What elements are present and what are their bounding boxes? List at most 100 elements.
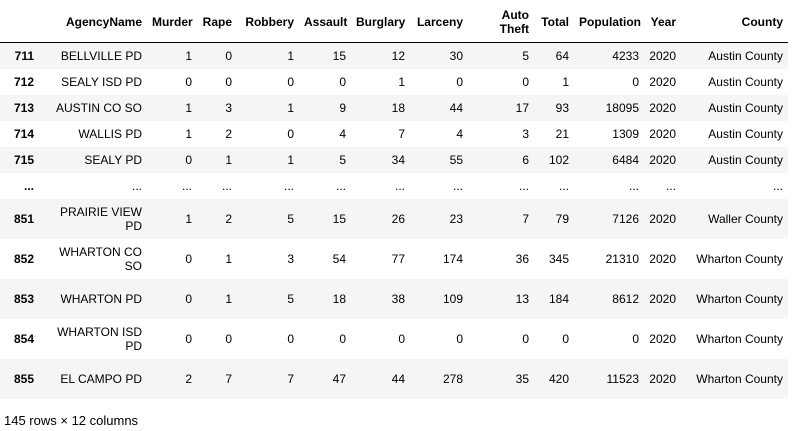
table-cell: ... <box>181 178 192 193</box>
table-cell: 1 <box>225 251 232 266</box>
table-row: 851 PRAIRIE VIEW PD 1 2 5 15 26 23 7 79 7126 2020 Wa… <box>0 198 788 239</box>
table-row: ....................................... <box>0 172 788 199</box>
column-header: County <box>681 2 788 43</box>
table-cell: 2020 <box>649 100 676 115</box>
table-cell: WHARTON CO SO <box>59 244 142 273</box>
table-cell: SEALY ISD PD <box>61 74 142 89</box>
row-index: 851 <box>13 211 34 226</box>
table-cell: 0 <box>185 331 192 346</box>
table-cell: WHARTON ISD PD <box>57 324 142 353</box>
table-cell: 2020 <box>649 211 676 226</box>
table-cell: 21310 <box>605 251 639 266</box>
table-cell: WHARTON PD <box>60 291 142 306</box>
row-index: 852 <box>13 251 34 266</box>
table-cell: 18095 <box>605 100 639 115</box>
table-cell: 15 <box>332 48 346 63</box>
table-cell: 7 <box>522 211 529 226</box>
table-cell: 0 <box>339 74 346 89</box>
table-cell: 8612 <box>612 291 639 306</box>
table-cell: ... <box>665 178 676 193</box>
table-cell: ... <box>221 178 232 193</box>
table-cell: 4 <box>456 126 463 141</box>
table-cell: 2 <box>185 371 192 386</box>
table-cell: 0 <box>562 331 569 346</box>
table-cell: 5 <box>287 291 294 306</box>
table-cell: 1 <box>287 48 294 63</box>
table-cell: Wharton County <box>696 331 783 346</box>
table-cell: 1 <box>398 74 405 89</box>
table-cell: 12 <box>391 48 405 63</box>
row-index: ... <box>23 178 34 193</box>
table-row: 854 WHARTON ISD PD 0 0 0 0 0 0 0 0 0 2020 Wharton Co… <box>0 318 788 359</box>
column-header: Total <box>534 2 574 43</box>
table-cell: 109 <box>442 291 463 306</box>
table-cell: 184 <box>548 291 569 306</box>
table-row: 855 EL CAMPO PD 2 7 7 47 44 278 35 420 11523 2020 Wh… <box>0 358 788 399</box>
table-cell: 2 <box>225 126 232 141</box>
table-cell: 44 <box>449 100 463 115</box>
table-cell: 36 <box>515 251 529 266</box>
table-cell: 102 <box>548 152 569 167</box>
header-row: AgencyName Murder Rape Robbery Assault B… <box>0 2 788 43</box>
table-cell: 1 <box>185 211 192 226</box>
table-cell: Austin County <box>708 126 783 141</box>
table-row: 852 WHARTON CO SO 0 1 3 54 77 174 36 345 21310 2020… <box>0 238 788 279</box>
table-cell: 2020 <box>649 152 676 167</box>
table-cell: ... <box>518 178 529 193</box>
table-cell: 174 <box>442 251 463 266</box>
row-index: 712 <box>13 74 34 89</box>
table-cell: 1 <box>185 48 192 63</box>
table-cell: 0 <box>456 331 463 346</box>
table-row: 714 WALLIS PD 1 2 0 4 7 4 3 21 1309 2020 Austin Coun… <box>0 120 788 147</box>
column-header: Assault <box>299 2 351 43</box>
row-index: 714 <box>13 126 34 141</box>
table-cell: 47 <box>332 371 346 386</box>
table-cell: 0 <box>456 74 463 89</box>
column-header: Population <box>574 2 644 43</box>
table-cell: 0 <box>185 74 192 89</box>
table-cell: 6 <box>522 152 529 167</box>
table-cell: 0 <box>225 331 232 346</box>
table-cell: 79 <box>555 211 569 226</box>
table-cell: AUSTIN CO SO <box>55 100 142 115</box>
table-cell: 13 <box>515 291 529 306</box>
table-cell: 18 <box>332 291 346 306</box>
table-cell: 2020 <box>649 331 676 346</box>
table-cell: Wharton County <box>696 251 783 266</box>
table-cell: 345 <box>548 251 569 266</box>
table-cell: ... <box>335 178 346 193</box>
table-cell: 1 <box>185 100 192 115</box>
table-cell: 2020 <box>649 371 676 386</box>
table-cell: BELLVILLE PD <box>60 48 142 63</box>
table-cell: 3 <box>287 251 294 266</box>
table-cell: 21 <box>555 126 569 141</box>
table-row: 715 SEALY PD 0 1 1 5 34 55 6 102 6484 2020 Austin Co… <box>0 146 788 173</box>
column-header: Rape <box>197 2 237 43</box>
table-cell: WALLIS PD <box>78 126 142 141</box>
table-cell: 2020 <box>649 48 676 63</box>
table-cell: 1 <box>287 100 294 115</box>
table-cell: 0 <box>287 126 294 141</box>
row-index: 715 <box>13 152 34 167</box>
table-cell: 1 <box>185 126 192 141</box>
table-cell: Waller County <box>708 211 783 226</box>
table-cell: 2020 <box>649 251 676 266</box>
table-cell: ... <box>394 178 405 193</box>
table-cell: 11523 <box>606 371 639 386</box>
table-cell: 30 <box>449 48 463 63</box>
table-cell: 15 <box>332 211 346 226</box>
table-cell: 7 <box>225 371 232 386</box>
table-cell: 0 <box>287 74 294 89</box>
table-cell: 64 <box>555 48 569 63</box>
table-cell: Austin County <box>708 48 783 63</box>
column-header: AgencyName <box>40 2 147 43</box>
table-cell: 6484 <box>612 152 639 167</box>
column-header: Larceny <box>410 2 468 43</box>
table-row: 712 SEALY ISD PD 0 0 0 0 1 0 0 1 0 2020 Austin Count… <box>0 68 788 95</box>
row-index: 854 <box>13 331 34 346</box>
table-cell: Austin County <box>708 152 783 167</box>
table-cell: 0 <box>185 291 192 306</box>
column-header: Year <box>644 2 681 43</box>
table-cell: PRAIRIE VIEW PD <box>59 204 142 233</box>
table-cell: 5 <box>287 211 294 226</box>
